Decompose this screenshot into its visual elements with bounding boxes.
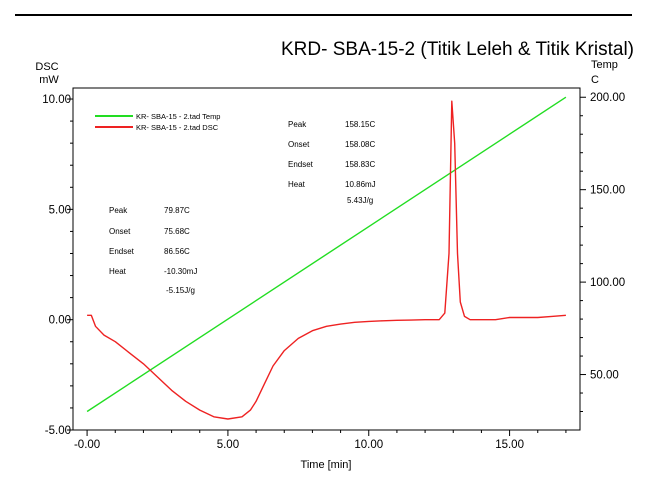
- ann1-heat-value2: -5.15J/g: [166, 286, 195, 295]
- y-right-label-line1: Temp: [591, 59, 618, 71]
- ann1-onset-value: 75.68C: [164, 227, 190, 236]
- chart-title: KRD- SBA-15-2 (Titik Leleh & Titik Krist…: [281, 39, 634, 60]
- y-left-label-line2: mW: [39, 74, 59, 86]
- ann1-endset-value: 86.56C: [164, 247, 190, 256]
- ann2-onset-value: 158.08C: [345, 140, 375, 149]
- x-tick-label-3: 15.00: [495, 439, 524, 451]
- ann2-heat-value: 10.86mJ: [345, 180, 376, 189]
- y-right-label-line2: C: [591, 74, 599, 86]
- y-right-tick-label-0: 50.00: [590, 370, 619, 382]
- series-line-temp: [86, 96, 567, 413]
- ann2-peak-label: Peak: [288, 120, 307, 129]
- y-left-tick-label-0: -5.00: [45, 425, 71, 437]
- y-left-tick-label-2: 5.00: [49, 204, 71, 216]
- ticks-layer: -0.00 5.00 10.00 15.00 -5.00 0.00 5.00 10.00 50.…: [42, 92, 625, 451]
- legend: KR- SBA-15 - 2.tad Temp KR- SBA-15 - 2.t…: [95, 112, 220, 132]
- ann2-onset-label: Onset: [288, 140, 310, 149]
- ann2-endset-value: 158.83C: [345, 160, 375, 169]
- x-tick-label-0: -0.00: [74, 439, 100, 451]
- ann2-peak-value: 158.15C: [345, 120, 375, 129]
- annotation-endotherm: Peak 79.87C Onset 75.68C Endset 86.56C H…: [109, 206, 197, 295]
- y-left-tick-label-1: 0.00: [49, 315, 71, 327]
- y-right-tick-label-3: 200.00: [590, 92, 625, 104]
- legend-label-dsc: KR- SBA-15 - 2.tad DSC: [136, 123, 219, 132]
- series-line-dsc: [87, 100, 566, 420]
- ann1-heat-label: Heat: [109, 267, 127, 276]
- ann1-peak-label: Peak: [109, 206, 128, 215]
- y-left-tick-label-3: 10.00: [42, 94, 71, 106]
- x-axis-label: Time [min]: [301, 459, 352, 471]
- x-tick-label-2: 10.00: [354, 439, 383, 451]
- ann2-endset-label: Endset: [288, 160, 314, 169]
- ann1-onset-label: Onset: [109, 227, 131, 236]
- series-layer: [86, 96, 567, 420]
- ann1-heat-value: -10.30mJ: [164, 267, 197, 276]
- ann2-heat-label: Heat: [288, 180, 306, 189]
- legend-label-temp: KR- SBA-15 - 2.tad Temp: [136, 112, 220, 121]
- y-left-label-line1: DSC: [35, 61, 58, 73]
- ann1-peak-value: 79.87C: [164, 206, 190, 215]
- annotation-exotherm: Peak 158.15C Onset 158.08C Endset 158.83…: [288, 120, 376, 205]
- y-right-tick-label-2: 150.00: [590, 185, 625, 197]
- x-tick-label-1: 5.00: [217, 439, 239, 451]
- ann1-endset-label: Endset: [109, 247, 135, 256]
- plot-frame: [72, 87, 581, 431]
- y-right-tick-label-1: 100.00: [590, 277, 625, 289]
- ann2-heat-value2: 5.43J/g: [347, 196, 373, 205]
